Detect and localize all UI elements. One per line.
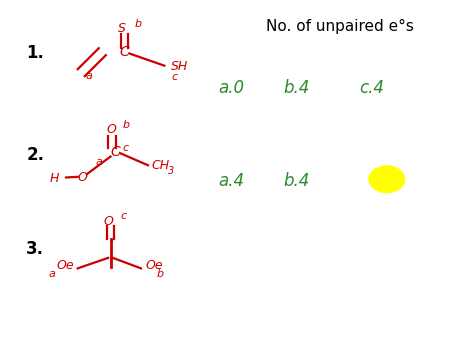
Text: b: b: [122, 120, 129, 130]
Text: H: H: [50, 172, 59, 185]
Text: a.4: a.4: [218, 172, 245, 190]
Text: a: a: [48, 269, 55, 279]
Text: b: b: [135, 19, 142, 29]
Text: SH: SH: [172, 60, 189, 73]
Text: CH: CH: [151, 159, 169, 173]
Text: Oe: Oe: [57, 260, 74, 272]
Text: C: C: [110, 145, 120, 159]
Text: b.4: b.4: [284, 80, 310, 97]
Text: c: c: [123, 143, 129, 153]
Text: O: O: [103, 215, 113, 228]
Text: 2.: 2.: [26, 146, 44, 164]
Text: b: b: [156, 269, 163, 279]
Text: c.4: c.4: [359, 80, 384, 97]
Circle shape: [369, 166, 405, 192]
Text: 3.: 3.: [26, 240, 44, 258]
Text: S: S: [118, 22, 126, 36]
Text: a: a: [95, 157, 102, 167]
Text: Oe: Oe: [146, 260, 163, 272]
Text: c: c: [172, 72, 178, 82]
Text: O: O: [77, 171, 87, 184]
Text: O: O: [107, 123, 117, 136]
Text: C: C: [120, 45, 129, 59]
Text: c: c: [120, 211, 127, 221]
Text: b.4: b.4: [284, 172, 310, 190]
Text: 1.: 1.: [26, 44, 44, 62]
Text: No. of unpaired e°s: No. of unpaired e°s: [266, 18, 414, 33]
Text: a: a: [86, 71, 93, 81]
Text: 3: 3: [168, 165, 174, 175]
Text: a.0: a.0: [218, 80, 245, 97]
